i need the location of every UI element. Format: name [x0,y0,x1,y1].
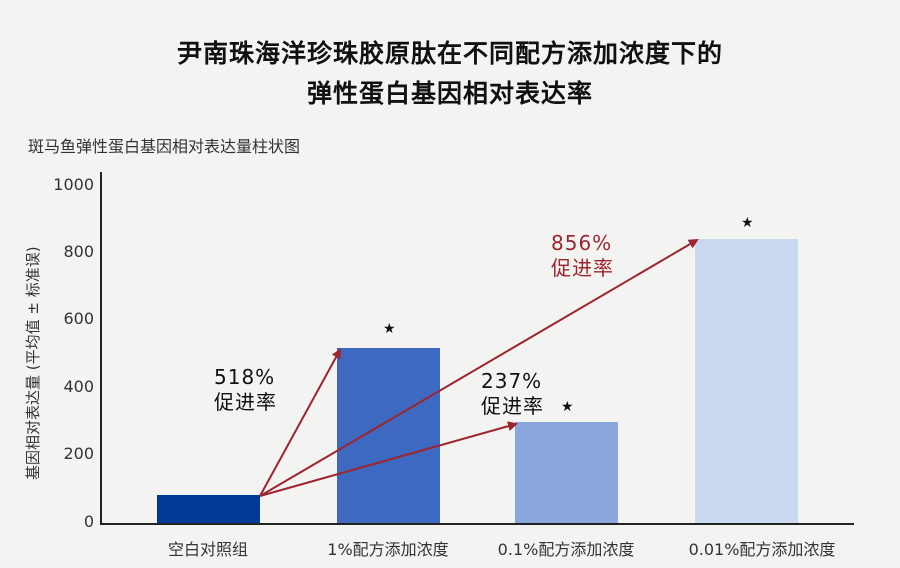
bar-0-1pct [515,422,618,524]
y-axis-line [100,172,102,525]
y-tick-1000: 1000 [53,175,94,194]
annotation-856-label: 促进率 [551,256,614,280]
annotation-856-value: 856% [551,231,613,255]
x-label-0-01pct: 0.01%配方添加浓度 [688,540,836,559]
annotation-518-label: 促进率 [214,390,277,414]
y-tick-0: 0 [83,512,94,531]
annotation-237-label: 促进率 [481,394,544,418]
y-tick-400: 400 [63,377,94,396]
annotation-856: 856% 促进率 [551,231,614,281]
bar-0-01pct [695,239,798,524]
annotation-237-value: 237% [481,369,543,393]
arrow-237 [259,421,518,497]
arrow-856 [259,238,699,497]
chart-subtitle: 斑马鱼弹性蛋白基因相对表达量柱状图 [28,137,301,156]
arrow-518 [259,348,341,497]
bar-control [157,495,260,524]
y-tick-200: 200 [63,444,94,463]
significance-star-0-01pct: ★ [741,215,754,231]
y-tick-600: 600 [63,309,94,328]
x-label-0-1pct: 0.1%配方添加浓度 [497,540,635,559]
x-label-control: 空白对照组 [167,540,248,559]
annotation-518-value: 518% [214,365,276,389]
chart-title-line-2: 弹性蛋白基因相对表达率 [306,79,593,108]
significance-star-0-1pct: ★ [561,399,574,415]
significance-star-1pct: ★ [383,321,396,337]
y-tick-800: 800 [63,242,94,261]
chart-title-line-1: 尹南珠海洋珍珠胶原肽在不同配方添加浓度下的 [176,39,723,68]
annotation-237: 237% 促进率 [481,369,544,419]
bar-1pct [337,348,440,524]
x-axis-line [100,523,854,525]
x-label-1pct: 1%配方添加浓度 [327,540,449,559]
annotation-518: 518% 促进率 [214,365,277,415]
